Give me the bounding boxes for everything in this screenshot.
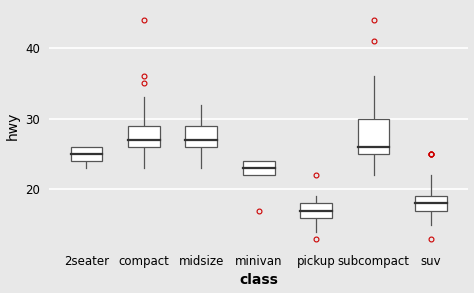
Y-axis label: hwy: hwy xyxy=(6,112,19,140)
Bar xyxy=(71,147,102,161)
Bar xyxy=(185,126,217,147)
Bar xyxy=(358,119,390,154)
Bar xyxy=(415,196,447,211)
X-axis label: class: class xyxy=(239,273,278,287)
Bar xyxy=(301,203,332,218)
Bar xyxy=(243,161,274,175)
Bar xyxy=(128,126,160,147)
